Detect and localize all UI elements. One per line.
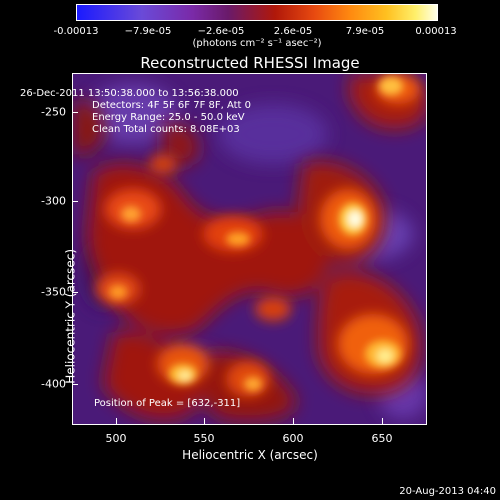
colorbar-tick-label: 0.00013 bbox=[415, 26, 457, 37]
x-tick-mark bbox=[116, 418, 117, 424]
y-tick-label: -250 bbox=[41, 105, 66, 119]
x-tick-mark bbox=[293, 418, 294, 424]
colorbar-tick-label: -0.00013 bbox=[53, 26, 99, 37]
y-tick-mark bbox=[72, 112, 78, 113]
x-tick-label: 650 bbox=[371, 432, 393, 445]
y-tick-label: -400 bbox=[41, 377, 66, 391]
y-tick-mark bbox=[72, 384, 78, 385]
info-detectors: Detectors: 4F 5F 6F 7F 8F, Att 0 bbox=[92, 100, 252, 111]
info-total-counts: Clean Total counts: 8.08E+03 bbox=[92, 124, 240, 135]
x-axis-label: Heliocentric X (arcsec) bbox=[182, 448, 318, 462]
info-peak-position: Position of Peak = [632,-311] bbox=[94, 398, 241, 409]
x-tick-label: 600 bbox=[282, 432, 304, 445]
x-tick-mark bbox=[382, 418, 383, 424]
rhessi-image-plot bbox=[72, 73, 427, 425]
colorbar bbox=[76, 4, 438, 21]
info-time-range: 26-Dec-2011 13:50:38.000 to 13:56:38.000 bbox=[20, 88, 239, 99]
colorbar-units: (photons cm⁻² s⁻¹ asec⁻²) bbox=[192, 38, 322, 49]
x-tick-mark bbox=[204, 418, 205, 424]
footer-timestamp: 20-Aug-2013 04:40 bbox=[399, 486, 496, 497]
x-tick-label: 550 bbox=[193, 432, 215, 445]
colorbar-tick-label: −2.6e-05 bbox=[197, 26, 245, 37]
info-energy-range: Energy Range: 25.0 - 50.0 keV bbox=[92, 112, 245, 123]
colorbar-tick-label: −7.9e-05 bbox=[124, 26, 172, 37]
x-tick-label: 500 bbox=[105, 432, 127, 445]
y-tick-mark bbox=[72, 201, 78, 202]
rhessi-image bbox=[73, 74, 426, 424]
y-tick-label: -300 bbox=[41, 194, 66, 208]
y-tick-mark bbox=[72, 292, 78, 293]
y-tick-label: -350 bbox=[41, 285, 66, 299]
plot-title: Reconstructed RHESSI Image bbox=[140, 54, 360, 72]
colorbar-tick-label: 7.9e-05 bbox=[345, 26, 385, 37]
colorbar-tick-label: 2.6e-05 bbox=[273, 26, 313, 37]
y-axis-label: Heliocentric Y (arcsec) bbox=[63, 249, 78, 384]
